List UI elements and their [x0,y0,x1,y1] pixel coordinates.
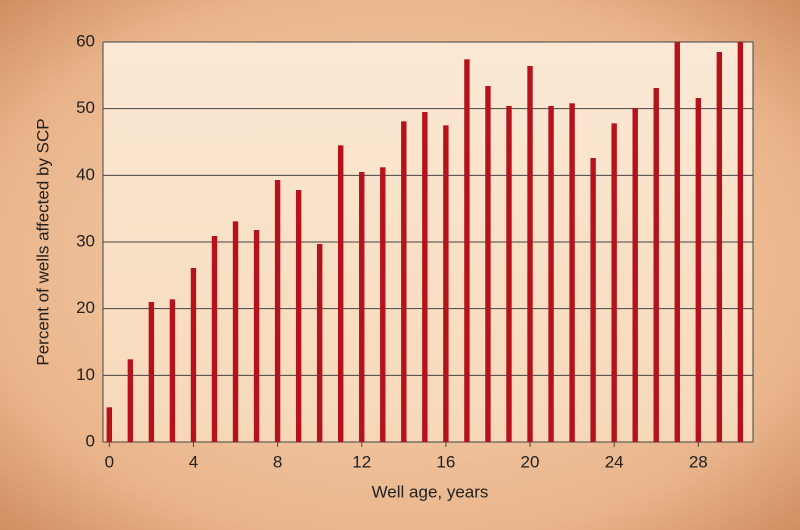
bar [548,106,554,442]
y-tick-label: 60 [76,31,95,50]
x-tick-label: 24 [605,452,624,471]
y-tick-label: 20 [76,298,95,317]
bar [464,59,470,442]
y-tick-label: 0 [86,431,95,450]
bar [190,268,197,442]
x-tick-label: 12 [352,452,371,471]
bar [569,103,575,442]
bar [611,123,617,442]
bar [106,407,113,442]
bar [632,108,638,442]
bar [253,230,260,442]
bar [422,112,428,442]
bar [211,236,218,442]
bar [527,66,533,442]
bar [380,167,386,443]
y-tick-label: 10 [76,365,95,384]
x-tick-label: 8 [273,452,282,471]
bar [169,299,176,442]
bar [274,180,281,442]
x-tick-label: 4 [189,452,198,471]
bar [485,86,491,442]
bar [316,244,323,442]
x-tick-label: 16 [436,452,455,471]
bar [148,302,155,442]
bar [232,221,239,442]
x-axis-label: Well age, years [372,482,489,501]
bar [590,158,596,442]
x-tick-label: 0 [105,452,114,471]
y-tick-label: 30 [76,231,95,250]
y-tick-label: 50 [76,98,95,117]
bar [653,88,659,442]
y-tick-label: 40 [76,165,95,184]
bar [338,145,344,443]
bar [443,125,449,442]
bar [359,172,365,442]
bar [695,98,702,442]
bar [716,52,723,442]
x-tick-label: 28 [689,452,708,471]
bar [127,359,134,442]
x-tick-label: 20 [521,452,540,471]
bar [737,42,744,442]
bar [295,190,302,442]
bar [506,106,512,442]
bar [401,121,407,442]
y-axis-label: Percent of wells affected by SCP [33,118,52,365]
bar [674,42,680,442]
